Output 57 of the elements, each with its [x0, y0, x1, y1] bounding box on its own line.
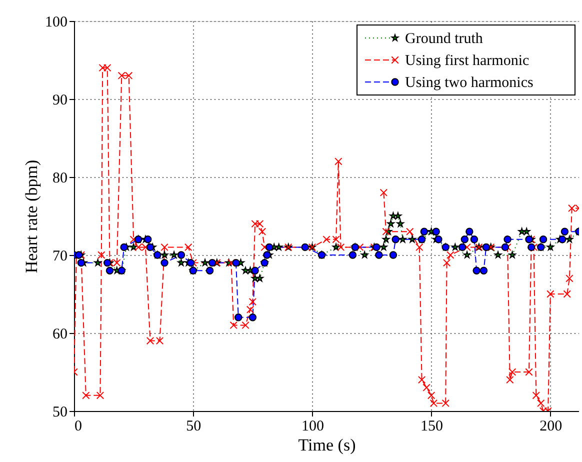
point — [372, 243, 380, 252]
y-tick-label: 50 — [52, 404, 68, 420]
point — [146, 243, 154, 252]
point — [472, 266, 480, 274]
point — [470, 236, 478, 244]
y-tick-label: 70 — [52, 248, 68, 264]
point — [392, 236, 400, 244]
point — [186, 258, 195, 267]
point — [232, 258, 240, 267]
point — [458, 243, 466, 252]
y-tick-label: 60 — [52, 326, 68, 342]
point — [434, 236, 442, 244]
point — [558, 236, 566, 244]
point — [160, 258, 168, 267]
point — [480, 266, 488, 274]
legend-label: Ground truth — [405, 31, 484, 47]
point — [375, 251, 383, 259]
x-tick-label: 100 — [301, 418, 324, 434]
point — [525, 236, 533, 244]
point — [120, 243, 128, 252]
y-tick-label: 90 — [52, 92, 68, 108]
point — [460, 236, 469, 244]
point — [432, 228, 440, 236]
x-tick-label: 0 — [74, 418, 82, 434]
point — [234, 314, 242, 322]
y-tick-label: 80 — [52, 170, 68, 186]
point — [501, 243, 510, 252]
y-tick-label: 100 — [45, 14, 68, 30]
point — [466, 228, 474, 236]
point — [248, 314, 257, 322]
x-tick-label: 50 — [186, 418, 202, 434]
point — [177, 251, 186, 259]
legend-label: Using two harmonics — [405, 75, 534, 91]
y-axis-title: Heart rate (bpm) — [22, 160, 41, 274]
point — [539, 236, 548, 244]
point — [504, 236, 512, 244]
point — [144, 236, 152, 244]
point — [106, 266, 114, 274]
point — [206, 266, 214, 274]
legend-label: Using first harmonic — [405, 53, 530, 69]
x-tick-label: 150 — [420, 418, 444, 434]
point — [251, 266, 259, 274]
point — [74, 251, 83, 259]
x-axis-title: Time (s) — [298, 436, 356, 454]
point — [482, 243, 490, 252]
point — [420, 228, 428, 236]
point — [528, 243, 536, 252]
point — [103, 258, 112, 267]
point — [560, 228, 569, 236]
point — [263, 251, 271, 259]
x-tick-label: 200 — [540, 418, 562, 434]
point — [208, 258, 216, 267]
point — [265, 243, 274, 252]
point — [77, 258, 85, 267]
point — [389, 251, 398, 259]
point — [301, 243, 309, 252]
point — [348, 251, 357, 259]
